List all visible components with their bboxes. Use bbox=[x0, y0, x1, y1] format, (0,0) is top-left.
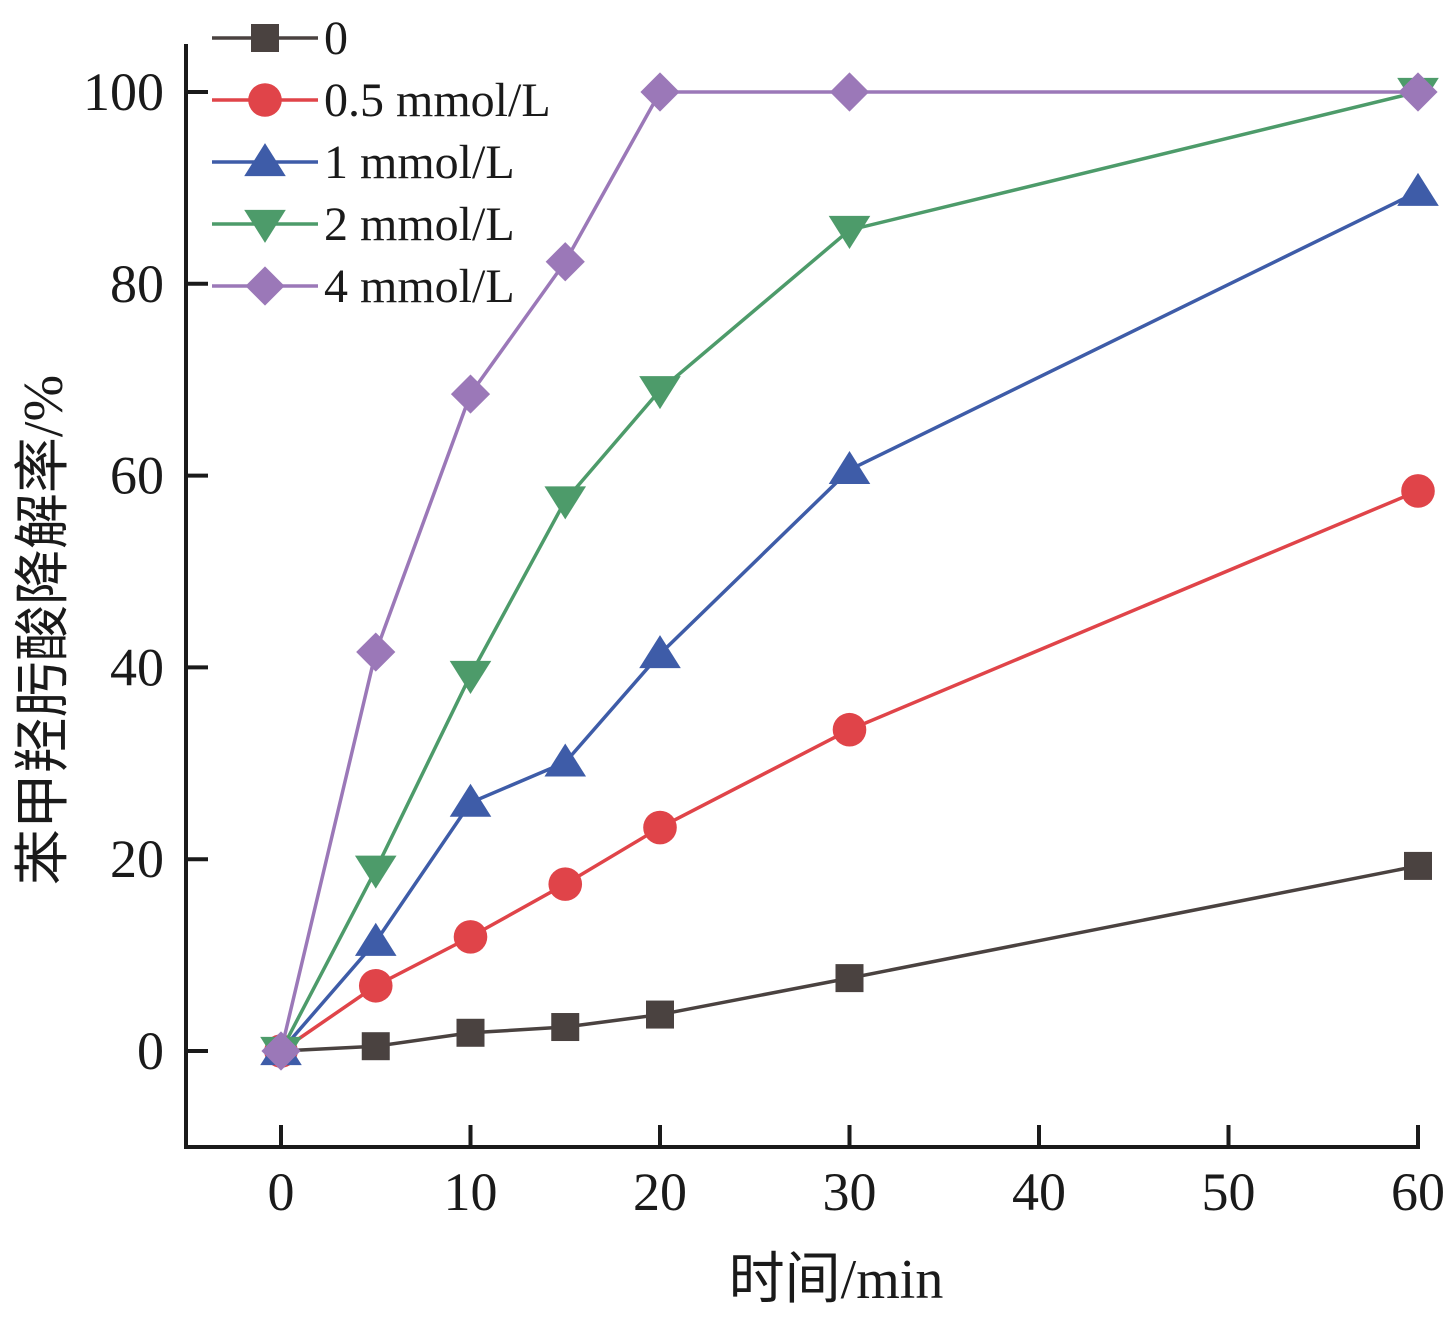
x-tick-label: 50 bbox=[1202, 1162, 1256, 1222]
axes: 0 20 40 60 80 100 0 10 20 30 40 50 60 bbox=[83, 44, 1445, 1222]
series-4 bbox=[261, 72, 1438, 1071]
y-tick-label: 80 bbox=[110, 254, 164, 314]
legend-item: 4 mmol/L bbox=[212, 260, 515, 313]
data-point bbox=[639, 376, 681, 410]
legend-label: 1 mmol/L bbox=[324, 136, 515, 189]
legend-marker bbox=[244, 209, 286, 243]
y-tick-label: 100 bbox=[83, 62, 164, 122]
data-point bbox=[828, 215, 871, 249]
y-tick-label: 0 bbox=[137, 1021, 164, 1081]
data-point bbox=[832, 712, 867, 747]
legend-item: 1 mmol/L bbox=[212, 136, 515, 189]
data-point bbox=[1401, 474, 1435, 508]
y-tick-label: 60 bbox=[110, 446, 164, 506]
legend-label: 2 mmol/L bbox=[324, 198, 515, 251]
data-point bbox=[829, 72, 870, 112]
data-point bbox=[356, 632, 396, 672]
legend: 0 0.5 mmol/L 1 mmol/L 2 mmol/L 4 mmol/L bbox=[212, 12, 551, 313]
y-axis-title: 苯甲羟肟酸降解率/% bbox=[13, 375, 75, 885]
x-tick-label: 40 bbox=[1012, 1162, 1066, 1222]
data-point bbox=[545, 242, 585, 282]
data-point bbox=[453, 920, 488, 954]
series-line bbox=[279, 190, 1419, 1053]
y-tick-label: 40 bbox=[110, 637, 164, 697]
plot-area bbox=[260, 72, 1439, 1071]
data-point bbox=[1397, 172, 1439, 206]
data-point bbox=[456, 1018, 485, 1047]
legend-marker bbox=[244, 143, 286, 177]
data-point bbox=[1404, 851, 1432, 880]
x-tick-label: 30 bbox=[823, 1162, 877, 1222]
legend-marker bbox=[248, 83, 282, 117]
x-tick-label: 0 bbox=[268, 1162, 295, 1222]
data-point bbox=[449, 783, 492, 817]
data-point bbox=[261, 1031, 301, 1071]
data-point bbox=[639, 635, 681, 669]
legend-label: 4 mmol/L bbox=[324, 260, 515, 313]
data-point bbox=[354, 922, 397, 956]
legend-marker bbox=[251, 24, 279, 52]
series-line bbox=[280, 864, 1419, 1053]
data-point bbox=[643, 810, 677, 845]
x-tick-label: 60 bbox=[1391, 1162, 1445, 1222]
series-0 bbox=[267, 851, 1432, 1065]
data-point bbox=[646, 1000, 674, 1029]
data-point bbox=[358, 968, 393, 1003]
data-point bbox=[551, 1013, 580, 1042]
y-tick-label: 20 bbox=[110, 829, 164, 889]
data-point bbox=[544, 486, 587, 520]
legend-item: 0 bbox=[212, 12, 348, 65]
legend-marker bbox=[245, 266, 285, 306]
legend-label: 0 bbox=[324, 12, 348, 65]
data-point bbox=[449, 660, 492, 694]
data-point bbox=[361, 1032, 390, 1061]
data-point bbox=[544, 743, 587, 777]
data-point bbox=[548, 867, 583, 901]
data-point bbox=[450, 374, 491, 414]
legend-item: 0.5 mmol/L bbox=[212, 74, 551, 127]
data-point bbox=[828, 450, 871, 485]
data-point bbox=[640, 72, 680, 112]
series-2 bbox=[260, 172, 1439, 1066]
x-axis-title: 时间/min bbox=[729, 1249, 944, 1311]
data-point bbox=[835, 964, 864, 993]
x-tick-label: 10 bbox=[444, 1162, 498, 1222]
legend-item: 2 mmol/L bbox=[212, 198, 515, 251]
data-point bbox=[1398, 72, 1438, 112]
legend-label: 0.5 mmol/L bbox=[324, 74, 551, 127]
x-tick-label: 20 bbox=[633, 1162, 687, 1222]
series-1 bbox=[264, 474, 1435, 1068]
data-point bbox=[354, 855, 397, 889]
